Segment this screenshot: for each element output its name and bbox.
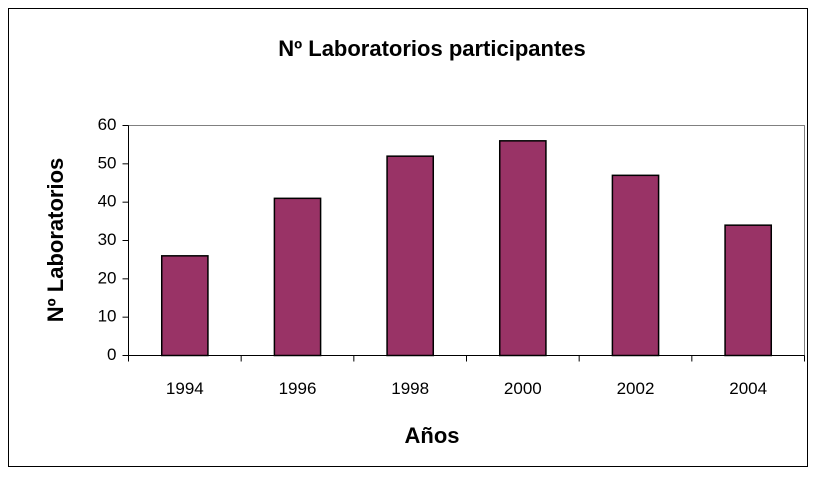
bar: [386, 155, 435, 357]
bar: [160, 255, 209, 357]
x-tick-label: 2004: [729, 379, 767, 398]
bar: [724, 224, 773, 357]
y-tick-label: 50: [98, 153, 117, 172]
bar: [273, 197, 322, 357]
chart-title: Nº Laboratorios participantes: [278, 36, 586, 61]
bar: [498, 140, 547, 357]
y-tick-label: 20: [98, 268, 117, 287]
y-tick-label: 40: [98, 192, 117, 211]
plot-area: [128, 125, 805, 356]
y-tick-label: 10: [98, 307, 117, 326]
x-tick-label: 1996: [279, 379, 317, 398]
bar: [611, 174, 660, 357]
y-tick-label: 30: [98, 230, 117, 249]
x-axis-label: Años: [405, 423, 460, 448]
y-tick-label: 0: [107, 345, 116, 364]
x-tick-label: 1998: [391, 379, 429, 398]
x-tick-label: 2002: [617, 379, 655, 398]
x-tick-label: 1994: [166, 379, 204, 398]
x-tick-label: 2000: [504, 379, 542, 398]
y-axis-label: Nº Laboratorios: [43, 158, 68, 323]
y-tick-label: 60: [98, 115, 117, 134]
